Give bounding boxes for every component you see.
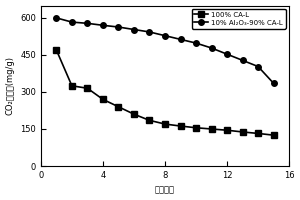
- 10% Al₂O₃-90% CA-L: [179, 38, 182, 41]
- 100% CA-L: [70, 85, 74, 87]
- 100% CA-L: [85, 87, 89, 89]
- 10% Al₂O₃-90% CA-L: [117, 26, 120, 28]
- 100% CA-L: [132, 113, 136, 115]
- Legend: 100% CA-L, 10% Al₂O₃-90% CA-L: 100% CA-L, 10% Al₂O₃-90% CA-L: [192, 9, 286, 29]
- 10% Al₂O₃-90% CA-L: [132, 28, 136, 31]
- 10% Al₂O₃-90% CA-L: [194, 42, 198, 44]
- 100% CA-L: [256, 132, 260, 135]
- 100% CA-L: [210, 128, 213, 130]
- Line: 10% Al₂O₃-90% CA-L: 10% Al₂O₃-90% CA-L: [54, 15, 276, 86]
- 10% Al₂O₃-90% CA-L: [225, 53, 229, 55]
- 100% CA-L: [55, 49, 58, 51]
- 10% Al₂O₃-90% CA-L: [163, 34, 167, 37]
- 100% CA-L: [272, 134, 275, 136]
- 100% CA-L: [179, 125, 182, 127]
- 100% CA-L: [101, 98, 105, 101]
- 100% CA-L: [163, 123, 167, 125]
- 10% Al₂O₃-90% CA-L: [241, 59, 244, 62]
- 100% CA-L: [225, 129, 229, 131]
- Y-axis label: CO₂吸附量(mg/g): CO₂吸附量(mg/g): [6, 56, 15, 115]
- Line: 100% CA-L: 100% CA-L: [54, 47, 276, 138]
- X-axis label: 循环次数: 循环次数: [155, 185, 175, 194]
- 10% Al₂O₃-90% CA-L: [210, 47, 213, 49]
- 100% CA-L: [148, 119, 151, 122]
- 100% CA-L: [194, 127, 198, 129]
- 100% CA-L: [117, 106, 120, 108]
- 10% Al₂O₃-90% CA-L: [101, 24, 105, 27]
- 10% Al₂O₃-90% CA-L: [85, 22, 89, 25]
- 10% Al₂O₃-90% CA-L: [148, 31, 151, 33]
- 100% CA-L: [241, 131, 244, 133]
- 10% Al₂O₃-90% CA-L: [272, 82, 275, 85]
- 10% Al₂O₃-90% CA-L: [55, 17, 58, 19]
- 10% Al₂O₃-90% CA-L: [70, 21, 74, 23]
- 10% Al₂O₃-90% CA-L: [256, 65, 260, 68]
